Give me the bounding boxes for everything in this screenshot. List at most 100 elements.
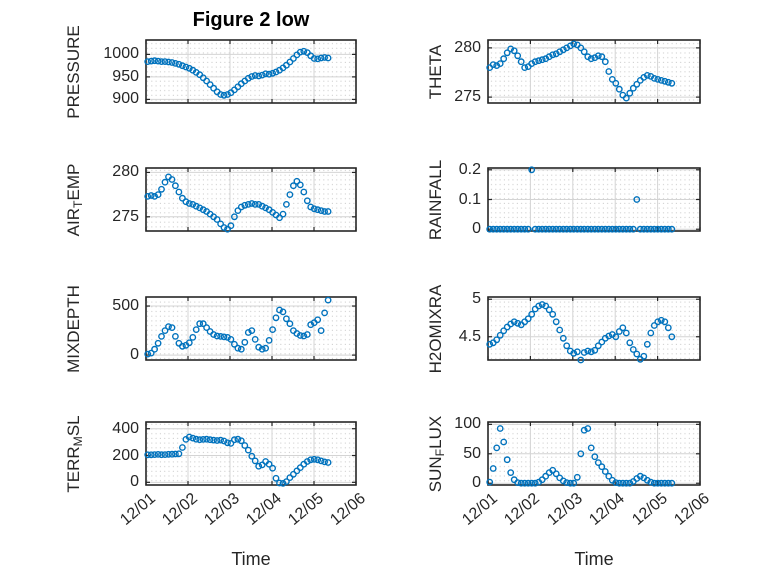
data-point-marker xyxy=(654,318,662,326)
ylabel-subscript: F xyxy=(433,448,447,456)
data-point-marker xyxy=(626,479,634,487)
ytick-label-SUN_FLUX: 50 xyxy=(463,444,481,462)
data-point-marker xyxy=(633,196,641,203)
subplot-SUN_FLUX xyxy=(486,421,701,487)
data-point-marker xyxy=(591,225,599,233)
data-point-marker xyxy=(668,479,676,487)
ytick-label-PRESSURE: 1000 xyxy=(103,45,139,63)
data-point-marker xyxy=(151,451,159,458)
data-point-marker xyxy=(199,320,207,328)
data-point-marker xyxy=(168,450,176,458)
data-point-marker xyxy=(248,73,256,80)
ylabel-subscript: T xyxy=(71,200,85,208)
data-point-marker xyxy=(587,348,595,356)
data-point-marker xyxy=(514,225,522,233)
data-point-marker xyxy=(237,203,245,211)
data-point-marker xyxy=(282,315,290,323)
data-point-marker xyxy=(584,225,592,233)
data-point-marker xyxy=(192,326,200,333)
data-point-marker xyxy=(654,479,662,487)
data-point-marker xyxy=(185,200,193,207)
data-point-marker xyxy=(538,301,546,308)
data-point-marker xyxy=(293,177,301,185)
data-point-marker xyxy=(503,225,511,233)
ytick-label-TERR_MSL: 400 xyxy=(112,419,139,437)
ytick-label-SUN_FLUX: 0 xyxy=(472,474,481,492)
data-point-marker xyxy=(296,181,304,189)
data-point-marker xyxy=(196,436,204,444)
data-point-marker xyxy=(500,438,508,446)
data-point-marker xyxy=(535,57,543,65)
data-point-marker xyxy=(147,192,155,199)
data-point-marker xyxy=(175,188,183,196)
data-point-marker xyxy=(563,225,571,233)
data-point-marker xyxy=(147,57,155,65)
ytick-label-THETA: 280 xyxy=(454,38,481,56)
data-point-marker xyxy=(584,347,592,355)
series-MIXDEPTH xyxy=(144,296,332,358)
data-point-marker xyxy=(220,437,228,445)
data-point-marker xyxy=(661,318,669,326)
data-point-marker xyxy=(154,450,162,458)
subplot-H2OMIXRA xyxy=(486,296,701,364)
data-point-marker xyxy=(220,91,228,99)
data-point-marker xyxy=(643,225,651,233)
data-point-marker xyxy=(220,333,228,341)
data-point-marker xyxy=(282,200,290,208)
data-point-marker xyxy=(248,452,256,460)
data-point-marker xyxy=(265,460,273,468)
data-point-marker xyxy=(189,333,197,341)
data-point-marker xyxy=(220,224,228,231)
data-point-marker xyxy=(196,320,204,328)
data-point-marker xyxy=(647,478,655,486)
data-point-marker xyxy=(657,77,665,84)
data-point-marker xyxy=(598,463,606,471)
data-point-marker xyxy=(577,44,585,52)
data-point-marker xyxy=(217,220,225,228)
data-point-marker xyxy=(612,79,620,87)
data-point-marker xyxy=(500,327,508,335)
data-point-marker xyxy=(619,479,627,487)
data-point-marker xyxy=(161,451,169,458)
data-point-marker xyxy=(269,464,276,472)
data-point-marker xyxy=(203,324,211,331)
data-point-marker xyxy=(622,94,630,102)
ylabel-TERR_MSL: TERRMSL xyxy=(64,414,85,493)
series-TERR_MSL xyxy=(144,433,332,487)
data-point-marker xyxy=(654,76,662,83)
data-point-marker xyxy=(151,345,159,353)
data-point-marker xyxy=(629,346,637,353)
data-point-marker xyxy=(517,225,525,233)
data-point-marker xyxy=(213,332,221,340)
axes-box xyxy=(145,167,357,232)
data-point-marker xyxy=(269,326,276,333)
data-point-marker xyxy=(276,479,283,487)
ytick-label-TERR_MSL: 0 xyxy=(130,473,139,491)
data-point-marker xyxy=(154,339,162,347)
data-point-marker xyxy=(552,225,560,233)
data-point-marker xyxy=(664,78,672,86)
data-point-marker xyxy=(605,472,613,480)
data-point-marker xyxy=(289,182,297,190)
subplot-THETA xyxy=(486,39,701,104)
data-point-marker xyxy=(570,225,578,233)
axes-box xyxy=(145,39,357,104)
data-point-marker xyxy=(598,225,606,233)
data-point-marker xyxy=(668,333,676,341)
data-point-marker xyxy=(594,342,602,350)
data-point-marker xyxy=(538,56,546,64)
data-point-marker xyxy=(570,349,578,357)
data-point-marker xyxy=(552,318,560,326)
data-point-marker xyxy=(203,435,211,443)
data-point-marker xyxy=(258,345,266,353)
ytick-label-MIXDEPTH: 0 xyxy=(130,346,139,364)
data-point-marker xyxy=(587,55,595,63)
data-point-marker xyxy=(577,450,585,458)
data-point-marker xyxy=(524,479,532,487)
ytick-label-AIR_TEMP: 280 xyxy=(112,163,139,181)
data-point-marker xyxy=(622,329,630,337)
data-point-marker xyxy=(158,332,165,340)
data-point-marker xyxy=(615,328,623,335)
data-point-marker xyxy=(559,46,567,54)
data-point-marker xyxy=(324,54,332,62)
